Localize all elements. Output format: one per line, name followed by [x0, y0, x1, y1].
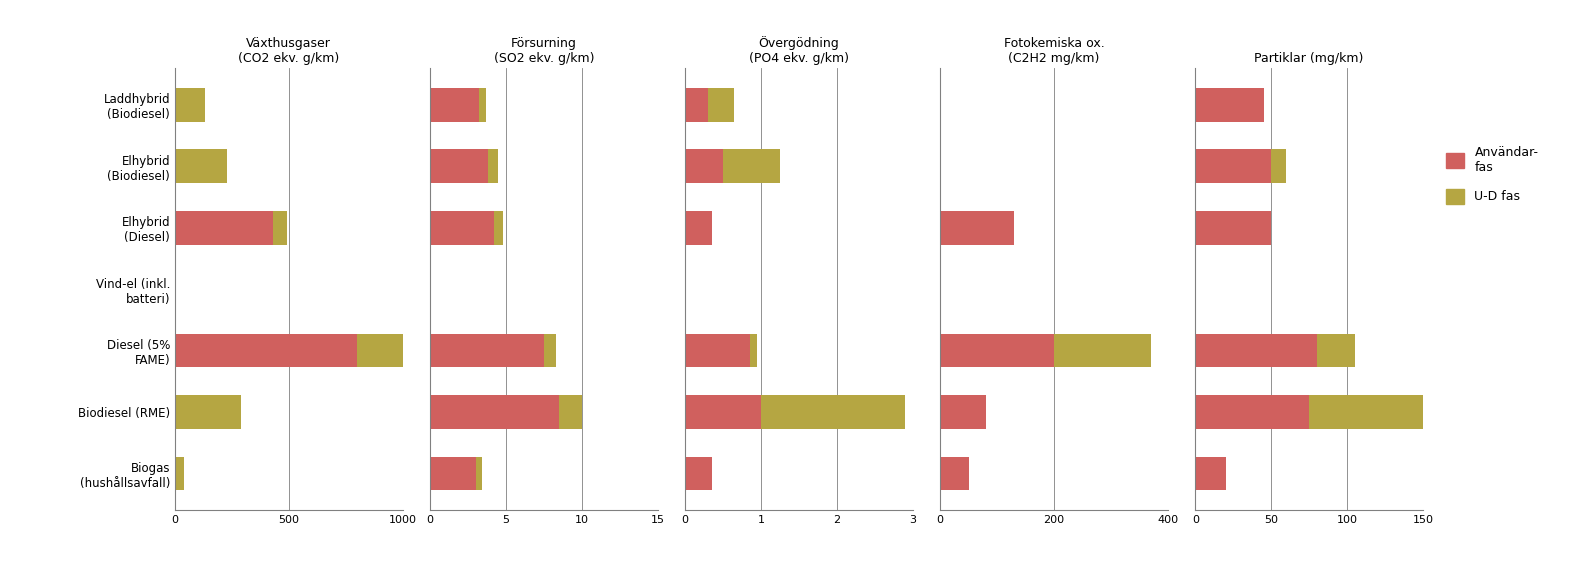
Bar [560, 395, 582, 429]
Bar [940, 395, 986, 429]
Bar [429, 88, 479, 122]
Bar [1196, 395, 1309, 429]
Bar [1317, 334, 1355, 367]
Bar [175, 150, 227, 183]
Bar [940, 211, 1014, 244]
Bar [708, 88, 735, 122]
Bar [479, 88, 487, 122]
Bar [475, 456, 482, 490]
Bar [685, 88, 708, 122]
Bar [685, 211, 712, 244]
Bar [175, 211, 273, 244]
Bar [175, 334, 358, 367]
Bar [1272, 150, 1286, 183]
Title: Växthusgaser
(CO2 ekv. g/km): Växthusgaser (CO2 ekv. g/km) [238, 37, 339, 65]
Title: Fotokemiska ox.
(C2H2 mg/km): Fotokemiska ox. (C2H2 mg/km) [1003, 37, 1105, 65]
Bar [358, 334, 402, 367]
Bar [1196, 456, 1226, 490]
Bar [1309, 395, 1423, 429]
Bar [1054, 334, 1151, 367]
Bar [175, 456, 184, 490]
Bar [1196, 88, 1264, 122]
Bar [175, 88, 205, 122]
Bar [429, 334, 544, 367]
Bar [685, 150, 723, 183]
Bar [429, 150, 488, 183]
Bar [429, 395, 560, 429]
Bar [429, 456, 475, 490]
Bar [940, 334, 1054, 367]
Bar [685, 456, 712, 490]
Bar [488, 150, 498, 183]
Bar [685, 395, 762, 429]
Bar [723, 150, 781, 183]
Bar [544, 334, 556, 367]
Bar [762, 395, 905, 429]
Bar [940, 456, 968, 490]
Title: Försurning
(SO2 ekv. g/km): Försurning (SO2 ekv. g/km) [493, 37, 595, 65]
Title: Partiklar (mg/km): Partiklar (mg/km) [1255, 53, 1364, 65]
Bar [494, 211, 502, 244]
Bar [749, 334, 757, 367]
Bar [1196, 334, 1317, 367]
Title: Övergödning
(PO4 ekv. g/km): Övergödning (PO4 ekv. g/km) [749, 36, 849, 65]
Bar [175, 395, 242, 429]
Bar [273, 211, 286, 244]
Bar [1196, 150, 1272, 183]
Bar [685, 334, 749, 367]
Bar [429, 211, 494, 244]
Bar [1196, 211, 1272, 244]
Legend: Användar-
fas, U-D fas: Användar- fas, U-D fas [1441, 141, 1544, 209]
